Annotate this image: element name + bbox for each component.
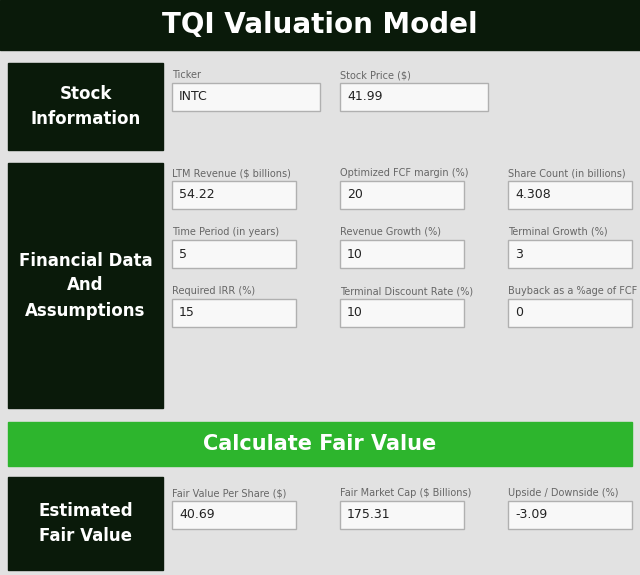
FancyBboxPatch shape: [0, 0, 640, 50]
FancyBboxPatch shape: [0, 158, 640, 413]
FancyBboxPatch shape: [340, 83, 488, 111]
FancyBboxPatch shape: [340, 181, 464, 209]
FancyBboxPatch shape: [340, 240, 464, 268]
FancyBboxPatch shape: [8, 63, 163, 150]
FancyBboxPatch shape: [172, 501, 296, 529]
Text: 10: 10: [347, 247, 363, 260]
Text: 0: 0: [515, 306, 523, 320]
Text: Revenue Growth (%): Revenue Growth (%): [340, 227, 441, 237]
Text: Share Count (in billions): Share Count (in billions): [508, 168, 626, 178]
Text: 40.69: 40.69: [179, 508, 214, 522]
FancyBboxPatch shape: [172, 181, 296, 209]
FancyBboxPatch shape: [172, 240, 296, 268]
Text: 3: 3: [515, 247, 523, 260]
Text: Ticker: Ticker: [172, 70, 201, 80]
Text: 15: 15: [179, 306, 195, 320]
Text: 5: 5: [179, 247, 187, 260]
Text: Fair Market Cap ($ Billions): Fair Market Cap ($ Billions): [340, 488, 472, 498]
FancyBboxPatch shape: [172, 83, 320, 111]
Text: 10: 10: [347, 306, 363, 320]
FancyBboxPatch shape: [508, 501, 632, 529]
Text: Terminal Growth (%): Terminal Growth (%): [508, 227, 607, 237]
FancyBboxPatch shape: [340, 299, 464, 327]
FancyBboxPatch shape: [8, 163, 163, 408]
Text: 4.308: 4.308: [515, 189, 551, 201]
Text: Financial Data
And
Assumptions: Financial Data And Assumptions: [19, 251, 152, 320]
Text: Terminal Discount Rate (%): Terminal Discount Rate (%): [340, 286, 473, 296]
Text: TQI Valuation Model: TQI Valuation Model: [162, 11, 478, 39]
FancyBboxPatch shape: [8, 477, 163, 570]
FancyBboxPatch shape: [508, 240, 632, 268]
Text: Upside / Downside (%): Upside / Downside (%): [508, 488, 618, 498]
FancyBboxPatch shape: [0, 472, 640, 575]
Text: Stock Price ($): Stock Price ($): [340, 70, 411, 80]
Text: LTM Revenue ($ billions): LTM Revenue ($ billions): [172, 168, 291, 178]
Text: Estimated
Fair Value: Estimated Fair Value: [38, 502, 133, 545]
Text: 41.99: 41.99: [347, 90, 383, 104]
Text: Fair Value Per Share ($): Fair Value Per Share ($): [172, 488, 286, 498]
Text: Stock
Information: Stock Information: [30, 85, 141, 128]
FancyBboxPatch shape: [340, 501, 464, 529]
Text: Optimized FCF margin (%): Optimized FCF margin (%): [340, 168, 468, 178]
FancyBboxPatch shape: [0, 58, 640, 155]
Text: Calculate Fair Value: Calculate Fair Value: [204, 434, 436, 454]
FancyBboxPatch shape: [8, 422, 632, 466]
Text: Time Period (in years): Time Period (in years): [172, 227, 279, 237]
Text: INTC: INTC: [179, 90, 208, 104]
FancyBboxPatch shape: [508, 181, 632, 209]
Text: 175.31: 175.31: [347, 508, 390, 522]
FancyBboxPatch shape: [508, 299, 632, 327]
Text: -3.09: -3.09: [515, 508, 547, 522]
Text: 54.22: 54.22: [179, 189, 214, 201]
Text: Required IRR (%): Required IRR (%): [172, 286, 255, 296]
Text: 20: 20: [347, 189, 363, 201]
Text: Buyback as a %age of FCF: Buyback as a %age of FCF: [508, 286, 637, 296]
FancyBboxPatch shape: [172, 299, 296, 327]
